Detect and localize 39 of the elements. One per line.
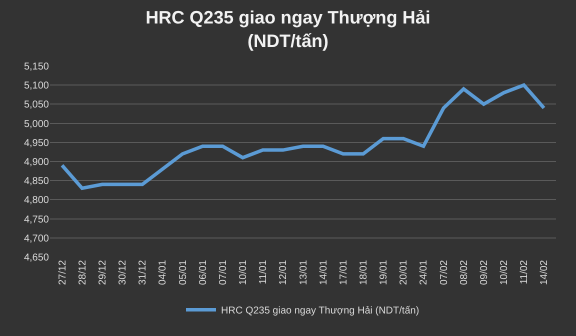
y-tick-label: 5,100 xyxy=(24,80,50,92)
y-tick-label: 4,950 xyxy=(24,138,50,149)
x-tick-label: 10/02 xyxy=(499,260,510,286)
y-tick-label: 4,650 xyxy=(24,252,50,264)
x-tick-label: 18/01 xyxy=(358,260,370,286)
x-tick-label: 28/12 xyxy=(77,260,88,286)
x-tick-label: 19/01 xyxy=(378,260,390,286)
x-tick-label: 30/12 xyxy=(118,260,129,286)
x-tick-label: 29/12 xyxy=(97,260,108,286)
y-tick-label: 4,850 xyxy=(24,176,50,188)
chart-title: HRC Q235 giao ngay Thượng Hải (NDT/tấn) xyxy=(146,8,430,51)
y-tick-label: 5,050 xyxy=(24,100,50,111)
x-tick-label: 13/01 xyxy=(298,260,310,286)
y-tick-label: 5,150 xyxy=(24,62,50,72)
x-tick-label: 11/01 xyxy=(258,260,270,284)
y-tick-label: 4,900 xyxy=(24,157,50,168)
x-tick-label: 20/01 xyxy=(398,260,410,286)
legend-label: HRC Q235 giao ngay Thượng Hải (NDT/tấn) xyxy=(221,306,420,317)
y-tick-label: 4,800 xyxy=(24,195,50,206)
x-tick-label: 08/02 xyxy=(458,260,470,286)
x-tick-label: 09/02 xyxy=(478,260,490,286)
y-tick-label: 4,750 xyxy=(24,214,50,226)
x-tick-label: 06/01 xyxy=(198,260,209,286)
x-tick-label: 05/01 xyxy=(178,260,189,286)
y-tick-label: 5,000 xyxy=(24,118,50,130)
x-tick-label: 11/02 xyxy=(519,260,530,284)
x-tick-label: 12/01 xyxy=(278,260,290,286)
line-series xyxy=(60,83,546,190)
x-tick-label: 14/01 xyxy=(318,260,330,286)
x-tick-label: 17/01 xyxy=(338,260,350,286)
x-tick-label: 10/01 xyxy=(238,260,250,286)
x-tick-label: 07/02 xyxy=(438,260,450,286)
x-tick-label: 04/01 xyxy=(158,260,169,286)
x-tick-label: 24/01 xyxy=(418,260,430,286)
x-tick-label: 31/12 xyxy=(138,260,149,286)
x-tick-label: 27/12 xyxy=(57,260,68,286)
x-tick-label: 14/02 xyxy=(539,260,550,286)
y-tick-label: 4,700 xyxy=(24,233,50,244)
x-tick-label: 07/01 xyxy=(218,260,229,286)
